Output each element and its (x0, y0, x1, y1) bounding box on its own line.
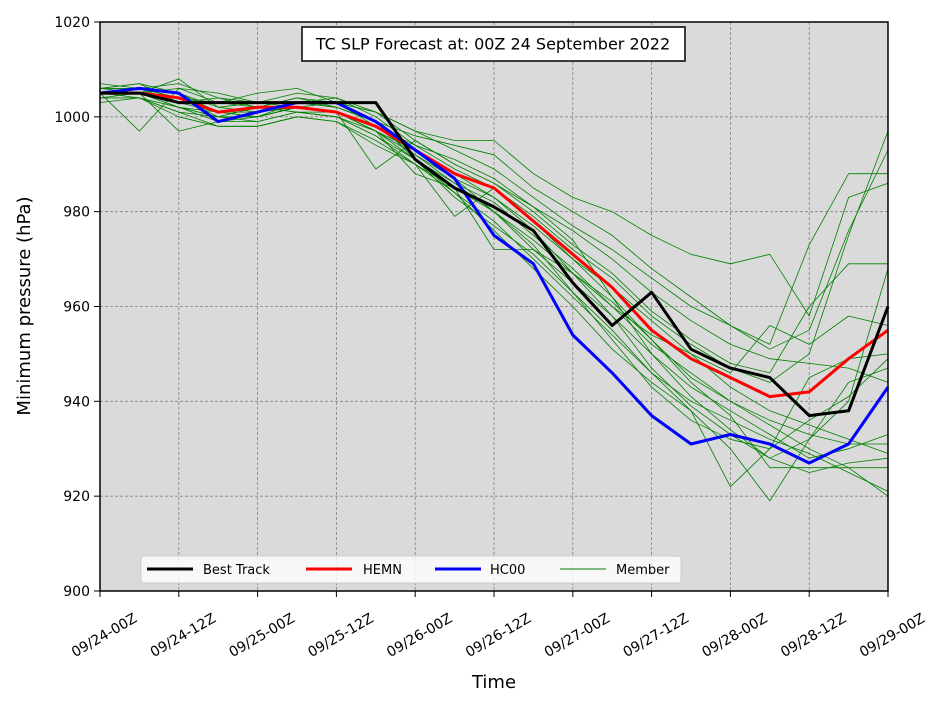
x-tick-label: 09/29-00Z (857, 611, 928, 661)
x-tick-label: 09/28-00Z (699, 611, 770, 661)
y-tick-label: 1020 (54, 15, 90, 31)
legend-label-member: Member (616, 563, 670, 578)
series-line-hemn (100, 91, 889, 399)
x-tick-label: 09/27-00Z (542, 611, 613, 661)
member-line (100, 92, 889, 454)
x-axis-title: Time (471, 672, 516, 693)
x-tick-label: 09/28-12Z (778, 611, 849, 661)
x-tick-label: 09/26-00Z (384, 611, 455, 661)
y-tick-label: 940 (63, 394, 90, 410)
y-tick-label: 980 (63, 205, 90, 221)
y-tick-label: 900 (63, 584, 90, 600)
member-line (99, 83, 888, 345)
member-line (100, 92, 889, 473)
x-tick-label: 09/27-12Z (621, 611, 692, 661)
x-tick-label: 09/24-12Z (148, 611, 219, 661)
chart-title: TC SLP Forecast at: 00Z 24 September 202… (315, 35, 670, 54)
legend-label-hc00: HC00 (490, 563, 525, 578)
x-axis: 09/24-00Z 09/24-12Z 09/25-00Z 09/25-12Z 09/2… (69, 591, 928, 661)
x-tick-label: 09/26-12Z (463, 611, 534, 661)
series-line-best-track (100, 91, 890, 418)
y-tick-label: 960 (63, 300, 90, 316)
y-tick-label: 920 (63, 489, 90, 505)
member-line (100, 97, 889, 450)
x-tick-label: 09/24-00Z (69, 611, 140, 661)
member-line (100, 83, 889, 497)
main-series-lines (99, 86, 890, 465)
chart-title-box: TC SLP Forecast at: 00Z 24 September 202… (301, 26, 686, 62)
member-line (100, 92, 889, 488)
member-line (99, 83, 889, 502)
series-line-hc00 (99, 86, 890, 465)
x-tick-label: 09/25-00Z (227, 611, 298, 661)
member-line (99, 88, 888, 374)
legend-label-hemn: HEMN (363, 563, 402, 578)
y-axis-title: Minimum pressure (hPa) (14, 196, 35, 415)
legend-box (140, 555, 682, 584)
legend-label-best-track: Best Track (203, 563, 270, 578)
x-tick-label: 09/25-12Z (305, 611, 376, 661)
y-tick-label: 1000 (54, 110, 90, 126)
y-axis: 900 920 940 960 980 1000 1020 (54, 15, 100, 600)
legend: Best Track HEMN HC00 Member (140, 555, 682, 584)
